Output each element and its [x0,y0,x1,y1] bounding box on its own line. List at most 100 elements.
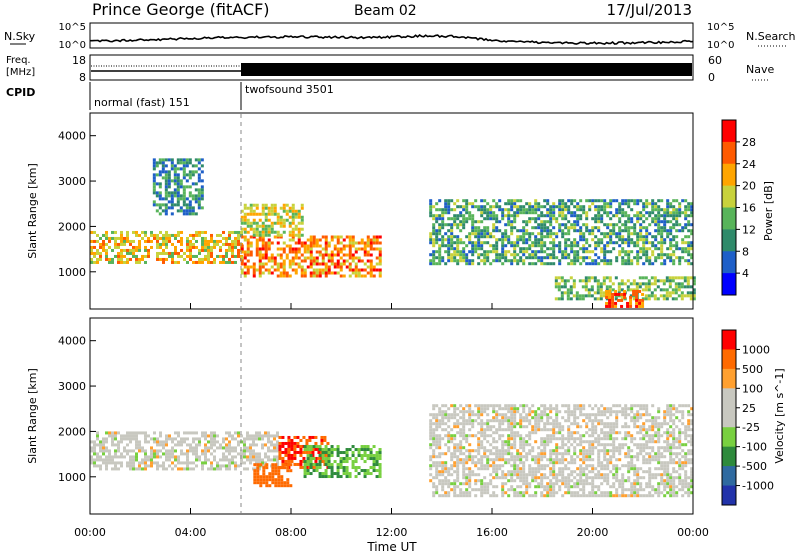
heatmap-cell [198,230,201,234]
heatmap-cell [164,197,168,201]
heatmap-cell [429,479,433,483]
heatmap-cell [654,491,658,495]
heatmap-cell [317,450,321,454]
heatmap-cell [438,461,442,465]
heatmap-cell [234,455,237,459]
heatmap-cell [531,256,535,260]
heatmap-cell [612,404,616,408]
heatmap-cell [672,205,676,209]
heatmap-cell [651,476,655,480]
heatmap-cell [105,455,108,459]
heatmap-cell [249,227,253,231]
heatmap-cell [471,262,475,266]
heatmap-cell [96,437,99,441]
heatmap-cell [609,443,613,447]
heatmap-cell [185,206,189,210]
heatmap-cell [498,476,502,480]
heatmap-cell [615,256,619,260]
heatmap-cell [597,413,601,417]
heatmap-cell [108,461,111,465]
heatmap-cell [513,410,517,414]
heatmap-cell [654,458,658,462]
heatmap-cell [293,444,297,448]
heatmap-cell [588,458,592,462]
heatmap-cell [182,194,186,198]
heatmap-cell [578,279,582,283]
heatmap-cell [576,494,580,498]
heatmap-cell [606,479,610,483]
heatmap-cell [162,236,165,240]
heatmap-cell [282,268,286,272]
heatmap-cell [303,472,307,476]
heatmap-cell [510,229,514,233]
heatmap-cell [534,428,538,432]
heatmap-cell [99,458,102,462]
heatmap-cell [438,238,442,242]
heatmap-cell [612,229,616,233]
heatmap-cell [267,227,271,231]
heatmap-cell [279,265,283,269]
heatmap-cell [540,404,544,408]
heatmap-cell [495,404,499,408]
heatmap-cell [549,208,553,212]
heatmap-cell [261,206,265,210]
heatmap-cell [108,458,111,462]
heatmap-cell [555,232,559,236]
heatmap-cell [507,437,511,441]
heatmap-cell [582,452,586,456]
heatmap-cell [579,437,583,441]
heatmap-cell [597,205,601,209]
heatmap-cell [153,452,156,456]
heatmap-cell [126,230,129,234]
heatmap-cell [633,473,637,477]
heatmap-cell [468,407,472,411]
heatmap-cell [444,404,448,408]
heatmap-cell [519,250,523,254]
heatmap-cell [429,238,433,242]
heatmap-cell [525,256,529,260]
heatmap-cell [573,413,577,417]
heatmap-cell [152,176,156,180]
heatmap-cell [162,464,165,468]
heatmap-cell [270,203,274,207]
heatmap-cell [471,253,475,257]
heatmap-cell [560,279,564,283]
heatmap-cell [255,244,259,248]
heatmap-cell [158,197,162,201]
heatmap-cell [639,407,643,411]
heatmap-cell [465,437,469,441]
heatmap-cell [179,158,183,162]
heatmap-cell [249,446,252,450]
heatmap-cell [246,268,250,272]
heatmap-cell [450,488,454,492]
heatmap-cell [687,229,691,233]
heatmap-cell [441,217,445,221]
heatmap-cell [168,464,171,468]
heatmap-cell [507,425,511,429]
heatmap-cell [522,449,526,453]
heatmap-cell [336,259,340,263]
heatmap-cell [624,211,628,215]
heatmap-cell [609,461,613,465]
heatmap-cell [603,232,607,236]
colorbar-tick-label: 24 [742,158,756,171]
heatmap-cell [336,253,340,257]
heatmap-cell [219,467,222,471]
heatmap-cell [144,440,147,444]
heatmap-cell [498,437,502,441]
heatmap-cell [444,428,448,432]
heatmap-cell [591,226,595,230]
heatmap-cell [546,416,550,420]
colorbar-tick-label: 20 [742,180,756,193]
heatmap-cell [225,260,228,264]
heatmap-cell [573,205,577,209]
heatmap-cell [561,428,565,432]
heatmap-cell [255,247,259,251]
heatmap-cell [510,446,514,450]
heatmap-cell [615,494,619,498]
heatmap-cell [283,481,287,485]
heatmap-cell [168,236,171,240]
heatmap-cell [293,447,297,451]
heatmap-cell [210,251,213,255]
heatmap-cell [648,211,652,215]
